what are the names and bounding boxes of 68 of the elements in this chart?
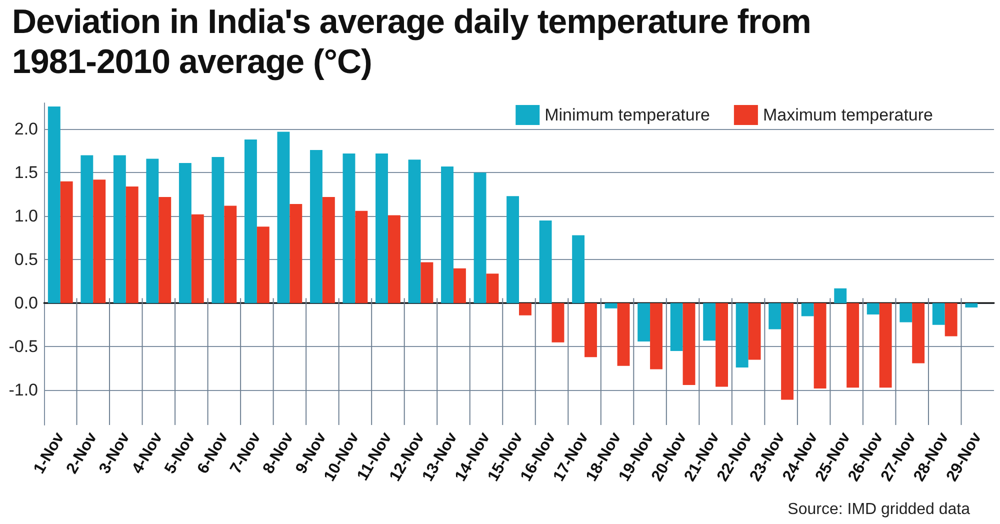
bar [60,181,73,304]
bar [441,166,454,304]
bar [212,156,224,304]
bar [453,268,466,304]
bar [113,155,126,304]
bar [420,262,434,304]
bar [965,303,978,308]
bar [638,303,650,342]
bar [584,303,597,358]
bar [277,132,290,304]
bar [506,196,519,304]
bar [355,210,368,304]
chart-title: Deviation in India's average daily temperature from 1981-2010 average (°C) [12,2,812,82]
bar [48,106,60,304]
bar [178,163,192,304]
bar [846,303,860,388]
bar [572,235,585,304]
bar [912,303,925,364]
bar [146,158,159,304]
bar [224,206,237,304]
bar [650,303,662,370]
bar [256,226,270,304]
y-tick-label: 0.0 [14,294,38,313]
bar [552,303,564,342]
bar [748,303,761,360]
bar [80,155,94,304]
bar [944,303,958,336]
bar [834,288,847,304]
bar [801,303,814,316]
y-tick-label: 2.0 [14,120,38,139]
bar [703,303,716,341]
bar [310,150,322,304]
legend-label: Maximum temperature [762,106,934,124]
bar [716,303,728,387]
legend-label: Minimum temperature [544,106,710,124]
bar [604,303,618,308]
y-tick-label: 1.0 [14,206,38,226]
bar [814,303,826,388]
bar [474,172,486,304]
bar [290,204,302,304]
bar [376,153,388,304]
y-tick-label: 1.5 [14,163,38,182]
bar [519,303,532,316]
bar [781,303,794,400]
bar [408,160,421,304]
y-tick-label: -0.5 [8,337,38,356]
bar [342,153,356,304]
bar [126,186,138,304]
bar [932,303,945,325]
bar [866,303,880,314]
source-note: Source: IMD gridded data [788,501,970,519]
bar [768,303,782,330]
bar [322,196,335,304]
y-tick-label: 0.5 [14,250,38,270]
bar [670,303,683,352]
bar [93,180,106,304]
bar [486,274,499,304]
bar [736,303,748,368]
bar [244,140,257,304]
y-tick-label: -1.0 [8,380,38,400]
bar [158,196,172,304]
bar [682,303,696,385]
bar [191,214,204,304]
bar [617,303,630,366]
bar [539,220,552,304]
bar [900,303,912,322]
bar [388,215,400,304]
bar [879,303,892,388]
